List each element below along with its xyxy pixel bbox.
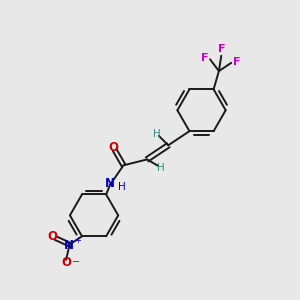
Text: H: H [157,163,164,173]
Text: O: O [108,141,118,154]
Text: H: H [153,129,161,139]
Text: O: O [61,256,71,269]
Text: F: F [218,44,225,54]
Text: F: F [233,57,241,67]
Text: N: N [63,239,74,252]
Text: F: F [201,53,208,63]
Text: N: N [105,177,115,190]
Text: −: − [72,256,80,267]
Text: O: O [47,230,58,243]
Text: H: H [118,182,126,192]
Text: +: + [74,236,81,245]
